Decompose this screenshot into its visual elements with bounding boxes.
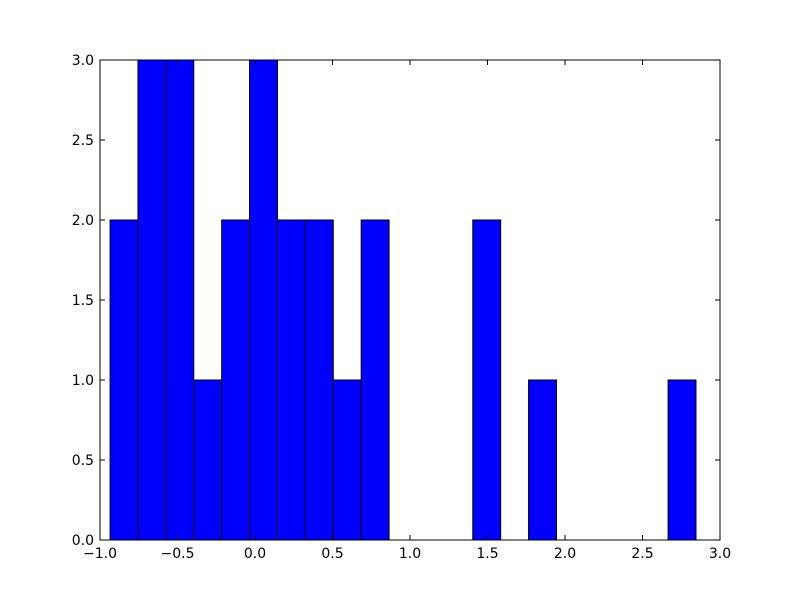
x-tick-label: 3.0 xyxy=(709,546,731,562)
x-tick-label: −1.0 xyxy=(83,546,117,562)
bar xyxy=(249,59,278,541)
bar xyxy=(360,219,390,541)
bar xyxy=(221,219,251,541)
x-tick-label: 0.5 xyxy=(321,546,343,562)
y-tick-label: 3.0 xyxy=(72,53,94,69)
bar xyxy=(472,219,502,541)
bar xyxy=(304,219,334,541)
y-tick-label: 1.5 xyxy=(72,293,94,309)
bar xyxy=(332,379,362,541)
x-tick-label: 0.0 xyxy=(244,546,266,562)
bar xyxy=(667,379,697,541)
x-tick-label: −0.5 xyxy=(161,546,195,562)
y-tick-label: 0.0 xyxy=(72,533,94,549)
x-tick-label: 1.5 xyxy=(476,546,498,562)
x-tick-label: 2.5 xyxy=(631,546,653,562)
bar xyxy=(193,379,223,541)
x-tick-label: 1.0 xyxy=(399,546,421,562)
y-tick-label: 2.5 xyxy=(72,133,94,149)
y-tick-label: 2.0 xyxy=(72,213,94,229)
x-tick-label: 2.0 xyxy=(554,546,576,562)
bar xyxy=(276,219,306,541)
y-tick-label: 0.5 xyxy=(72,453,94,469)
bar xyxy=(137,59,167,541)
y-tick-label: 1.0 xyxy=(72,373,94,389)
bar xyxy=(109,219,139,541)
bar xyxy=(165,59,195,541)
bar xyxy=(528,379,557,541)
